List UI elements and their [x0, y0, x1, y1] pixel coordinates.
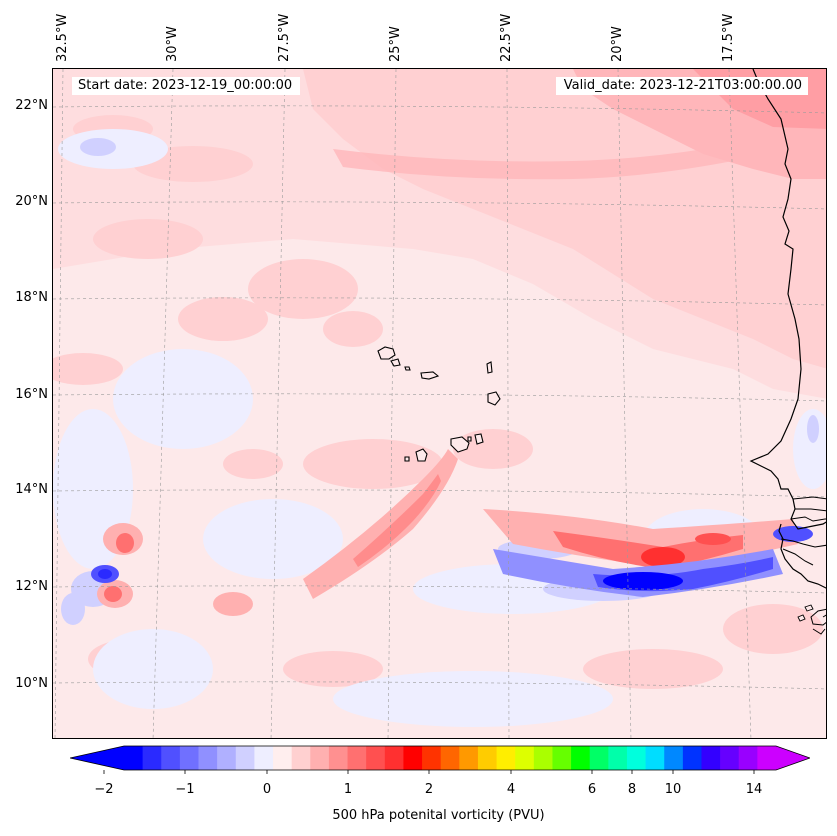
colorbar-swatch [738, 746, 758, 770]
colorbar-tick-2: 2 [424, 782, 434, 797]
valid-date-label: Valid_date: 2023-12-21T03:00:00.00 [555, 77, 808, 95]
colorbar-under-extension [70, 746, 124, 770]
colorbar-swatch [403, 746, 423, 770]
guinea-bissau-coast [780, 538, 826, 566]
pv-max-south-core-2 [695, 533, 731, 545]
pv-max-sw [116, 533, 134, 553]
start-date-label: Start date: 2023-12-19_00:00:00 [72, 77, 301, 95]
pv-streak-north [333, 144, 743, 180]
pv-min-coast [773, 526, 813, 542]
colorbar-swatch [273, 746, 293, 770]
colorbar-tick-6: 6 [587, 782, 597, 797]
colorbar-swatch [589, 746, 609, 770]
colorbar-outline [70, 745, 810, 771]
colorbar-label: 500 hPa potenital vorticity (PVU) [332, 808, 545, 823]
colorbar-swatch [459, 746, 479, 770]
colorbar-swatch [310, 746, 330, 770]
colorbar-swatch [626, 746, 647, 770]
colorbar-swatch [645, 746, 665, 770]
colorbar-swatch [161, 746, 181, 770]
colorbar-tick-minus1: −1 [175, 782, 195, 797]
lon-label-32-5w: 32.5°W [55, 13, 70, 62]
colorbar-swatch [496, 746, 516, 770]
pv-max-south [213, 592, 253, 616]
colorbar-tick-1: 1 [343, 782, 353, 797]
colorbar-swatch [254, 746, 274, 770]
colorbar-swatch [664, 746, 684, 770]
cape-verde-islands [377, 346, 501, 462]
colorbar-tick-4: 4 [506, 782, 516, 797]
colorbar-swatch [701, 746, 721, 770]
lon-label-30w: 30°W [165, 26, 180, 62]
lon-label-22-5w: 22.5°W [499, 13, 514, 62]
colorbar-swatch [124, 746, 144, 770]
colorbar-swatch [366, 746, 386, 770]
lat-label-16n: 16°N [15, 387, 48, 402]
colorbar-tick-10: 10 [664, 782, 682, 797]
colorbar-tick-8: 8 [627, 782, 637, 797]
pv-max-sw-2 [104, 586, 122, 602]
colorbar-swatch [552, 746, 572, 770]
colorbar-swatch [328, 746, 349, 770]
colorbar-swatch [217, 746, 237, 770]
lat-label-10n: 10°N [15, 676, 48, 691]
pv-filament-diagonal-outer [303, 449, 458, 599]
colorbar-tick-0: 0 [262, 782, 272, 797]
colorbar-swatch [347, 746, 367, 770]
bijagos-islands [797, 604, 814, 622]
colorbar-tick-14: 14 [745, 782, 763, 797]
pv-filament-diagonal [353, 474, 441, 567]
colorbar-swatch [198, 746, 218, 770]
colorbar-swatch [682, 746, 702, 770]
colorbar-swatch [477, 746, 498, 770]
colorbar-swatch [179, 746, 200, 770]
africa-coastline [749, 69, 826, 530]
pv-min-sw-core [98, 569, 112, 579]
pv-blobs-pink [53, 115, 823, 689]
lon-label-17-5w: 17.5°W [721, 13, 736, 62]
lon-label-20w: 20°W [610, 26, 625, 62]
colorbar-swatch [440, 746, 460, 770]
map-canvas [53, 69, 826, 738]
colorbar-swatch [757, 746, 777, 770]
senegal-inland-river [790, 516, 826, 522]
colorbar-swatch [515, 746, 535, 770]
colorbar-over-extension [776, 746, 810, 770]
lat-label-18n: 18°N [15, 290, 48, 305]
colorbar-tick-minus2: −2 [94, 782, 114, 797]
colorbar-swatch [291, 746, 311, 770]
colorbar-swatch [571, 746, 591, 770]
lon-label-27-5w: 27.5°W [277, 13, 292, 62]
gambia-outline [792, 496, 826, 512]
graticule [53, 69, 826, 738]
lat-label-20n: 20°N [15, 194, 48, 209]
colorbar-swatch [384, 746, 404, 770]
lat-label-12n: 12°N [15, 579, 48, 594]
pv-max-south-core [641, 547, 685, 567]
lat-label-14n: 14°N [15, 482, 48, 497]
africa-coastline-guinea [810, 608, 826, 635]
africa-coastline-south [778, 523, 826, 589]
pv-min-south-core [603, 572, 683, 590]
colorbar-swatch [608, 746, 628, 770]
lat-label-22n: 22°N [15, 98, 48, 113]
colorbar-swatch [142, 746, 162, 770]
colorbar-swatch [533, 746, 553, 770]
colorbar [70, 745, 810, 774]
colorbar-swatch [422, 746, 442, 770]
colorbar-swatch [720, 746, 740, 770]
colorbar-swatch [235, 746, 255, 770]
map-frame [52, 68, 827, 739]
lon-label-25w: 25°W [388, 26, 403, 62]
